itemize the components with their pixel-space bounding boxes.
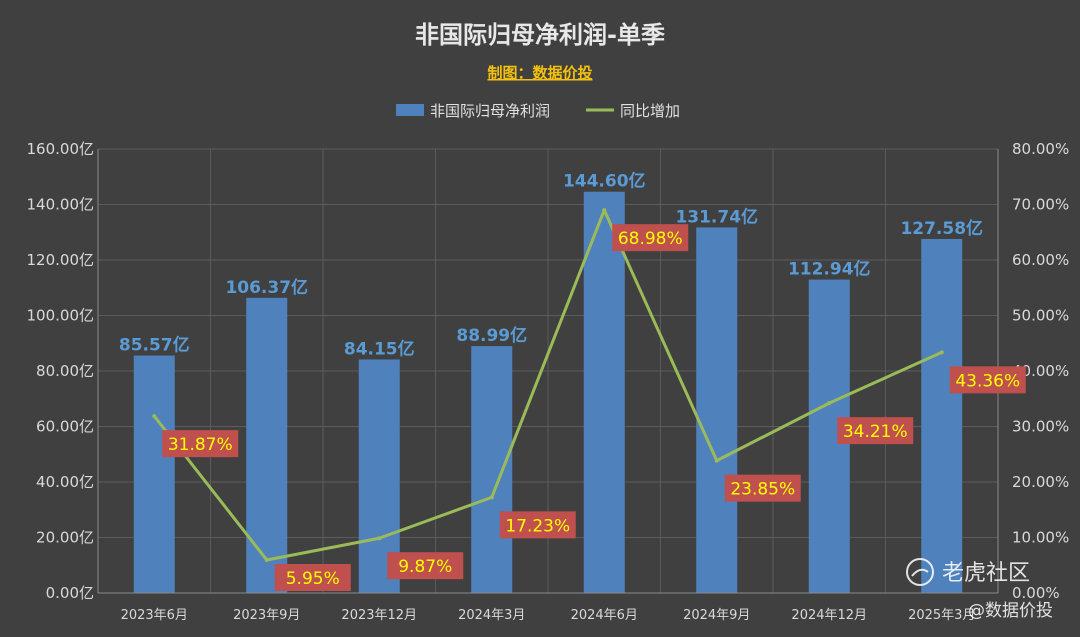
bar-value-label: 131.74亿 [675,206,758,227]
legend: 非国际归母净利润 同比增加 [396,102,680,120]
bar-value-label: 127.58亿 [900,218,983,239]
bar [133,355,175,593]
x-tick-label: 2023年9月 [233,608,300,623]
y-left-tick-label: 60.00亿 [36,418,94,436]
line-point [827,401,832,406]
bar-value-label: 88.99亿 [456,325,527,346]
line-value-label: 23.85% [730,480,795,500]
line-value-box [499,511,576,539]
watermark-author: @数据价投 [968,601,1053,621]
y-left-tick-label: 100.00亿 [27,307,95,325]
tiger-logo-icon [906,558,934,586]
line-value-box [949,366,1026,394]
line-value-label: 5.95% [286,569,340,589]
bar [246,297,288,593]
bar-value-label: 144.60亿 [563,171,646,192]
line-point [602,208,607,213]
y-right-tick-label: 10.00% [1012,529,1069,547]
bar [471,346,513,593]
watermark-brand: 老虎社区 [942,561,1030,586]
x-tick-label: 2024年3月 [458,608,525,623]
y-left-tick-label: 120.00亿 [27,251,95,269]
bar-value-label: 106.37亿 [225,277,308,298]
chart-subtitle: 制图：数据价投 [487,64,592,82]
data-labels: 85.57亿 106.37亿 84.15亿 88.99亿 144.60亿 131.74亿 1… [119,171,1026,591]
line-point [939,350,944,355]
line-value-label: 34.21% [843,422,908,442]
legend-label-bars: 非国际归母净利润 [430,102,550,120]
line-value-box [162,430,239,458]
x-tick-label: 2024年12月 [791,608,867,623]
y-right-tick-label: 70.00% [1012,196,1069,214]
y-right-tick-label: 40.00% [1012,362,1069,380]
x-tick-label: 2024年6月 [571,608,638,623]
line-value-label: 31.87% [168,435,233,455]
line-point [489,495,494,500]
y-left-tick-label: 20.00亿 [36,529,94,547]
line-value-label: 68.98% [618,229,683,249]
line-value-box [274,564,351,591]
y-right-tick-label: 80.00% [1012,140,1069,158]
y-left-tick-label: 80.00亿 [36,362,94,380]
legend-label-line: 同比增加 [620,102,680,120]
bar [921,238,963,593]
line-point [264,557,269,562]
y-right-tick-label: 50.00% [1012,307,1069,325]
bar [583,191,625,594]
x-tick-label: 2025年3月 [908,608,975,623]
x-tick-label: 2024年9月 [683,608,750,623]
line-value-box [612,224,689,252]
axes: 0.00亿 0.00% 20.00亿 10.00% 40.00亿 20.00% 60.00亿… [27,140,1070,623]
y-left-tick-label: 140.00亿 [27,196,95,214]
line-point [714,458,719,463]
line-series [152,208,944,562]
line-path [153,208,943,562]
y-left-tick-label: 0.00亿 [46,584,94,602]
y-left-tick-label: 40.00亿 [36,473,94,491]
y-right-tick-label: 30.00% [1012,418,1069,436]
line-value-label: 43.36% [955,371,1020,391]
y-left-tick-label: 160.00亿 [27,140,95,158]
y-right-tick-label: 20.00% [1012,473,1069,491]
chart-title: 非国际归母净利润-单季 [415,21,665,49]
bar [696,227,738,593]
bar-value-label: 112.94亿 [788,259,871,280]
line-value-label: 17.23% [505,516,570,536]
watermark: 老虎社区 @数据价投 [906,558,1053,621]
line-value-box [837,417,914,445]
line-value-box [387,552,464,580]
y-right-tick-label: 0.00% [1012,584,1060,602]
bar-value-label: 84.15亿 [344,338,415,359]
line-point [152,414,157,419]
legend-swatch-bars [396,104,424,116]
y-right-tick-label: 60.00% [1012,251,1069,269]
line-point [377,536,382,541]
line-value-box [724,474,801,502]
line-value-label: 9.87% [398,557,452,577]
bar-value-label: 85.57亿 [119,335,190,356]
x-tick-label: 2023年12月 [341,608,417,623]
x-tick-label: 2023年6月 [121,608,188,623]
